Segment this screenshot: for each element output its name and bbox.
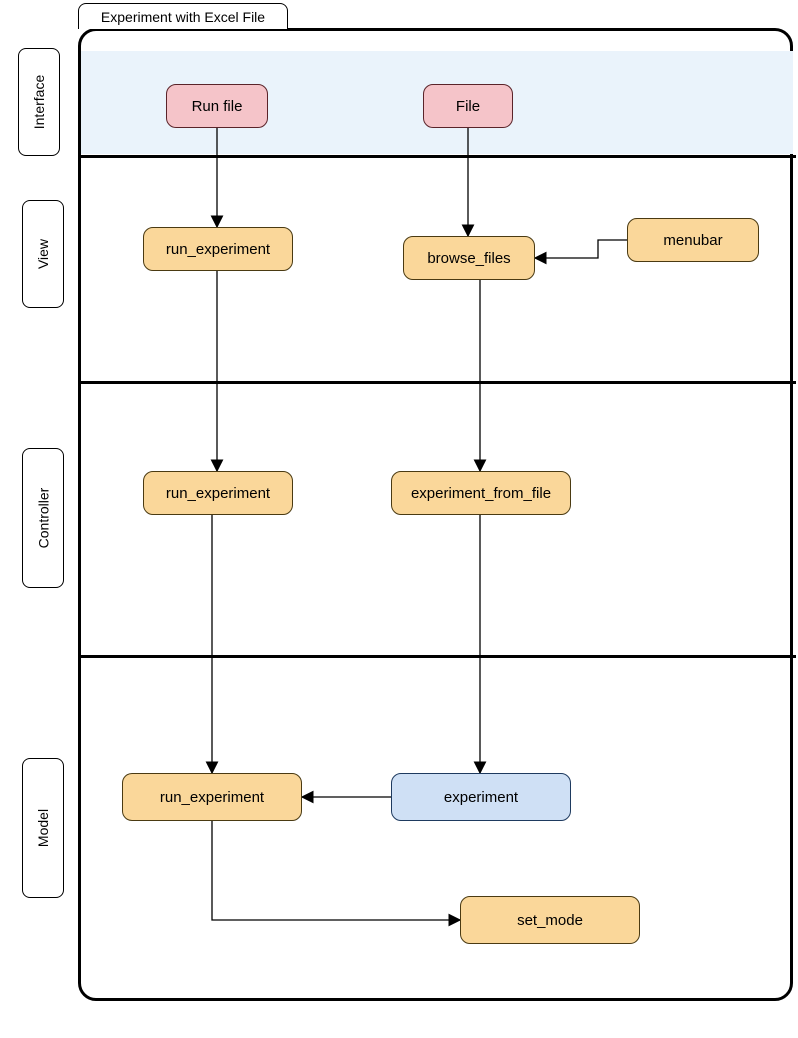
node-label: File <box>456 98 480 115</box>
swimlane-label-view: View <box>22 200 64 308</box>
swimlane-text-model: Model <box>35 809 51 847</box>
swimlane-label-controller: Controller <box>22 448 64 588</box>
diagram-title-text: Experiment with Excel File <box>101 9 265 25</box>
node-browse: browse_files <box>403 236 535 280</box>
swimlane-text-view: View <box>35 239 51 269</box>
node-run-file: Run file <box>166 84 268 128</box>
node-run-exp-m: run_experiment <box>122 773 302 821</box>
lane-divider-2 <box>78 655 796 658</box>
node-run-exp-v: run_experiment <box>143 227 293 271</box>
lane-divider-0 <box>78 155 796 158</box>
node-label: experiment_from_file <box>411 485 551 502</box>
swimlane-label-model: Model <box>22 758 64 898</box>
node-label: set_mode <box>517 912 583 929</box>
swimlane-label-interface: Interface <box>18 48 60 156</box>
node-label: menubar <box>663 232 722 249</box>
swimlane-text-controller: Controller <box>35 488 51 549</box>
node-label: run_experiment <box>166 241 270 258</box>
lane-divider-1 <box>78 381 796 384</box>
node-label: run_experiment <box>166 485 270 502</box>
node-file: File <box>423 84 513 128</box>
node-set-mode: set_mode <box>460 896 640 944</box>
diagram-canvas: Experiment with Excel File Interface Vie… <box>0 0 798 1038</box>
diagram-title-tab: Experiment with Excel File <box>78 3 288 29</box>
node-label: run_experiment <box>160 789 264 806</box>
node-run-exp-c: run_experiment <box>143 471 293 515</box>
node-label: experiment <box>444 789 518 806</box>
node-exp-file: experiment_from_file <box>391 471 571 515</box>
swimlane-text-interface: Interface <box>31 75 47 129</box>
node-experiment: experiment <box>391 773 571 821</box>
node-label: browse_files <box>427 250 510 267</box>
node-label: Run file <box>192 98 243 115</box>
node-menubar: menubar <box>627 218 759 262</box>
